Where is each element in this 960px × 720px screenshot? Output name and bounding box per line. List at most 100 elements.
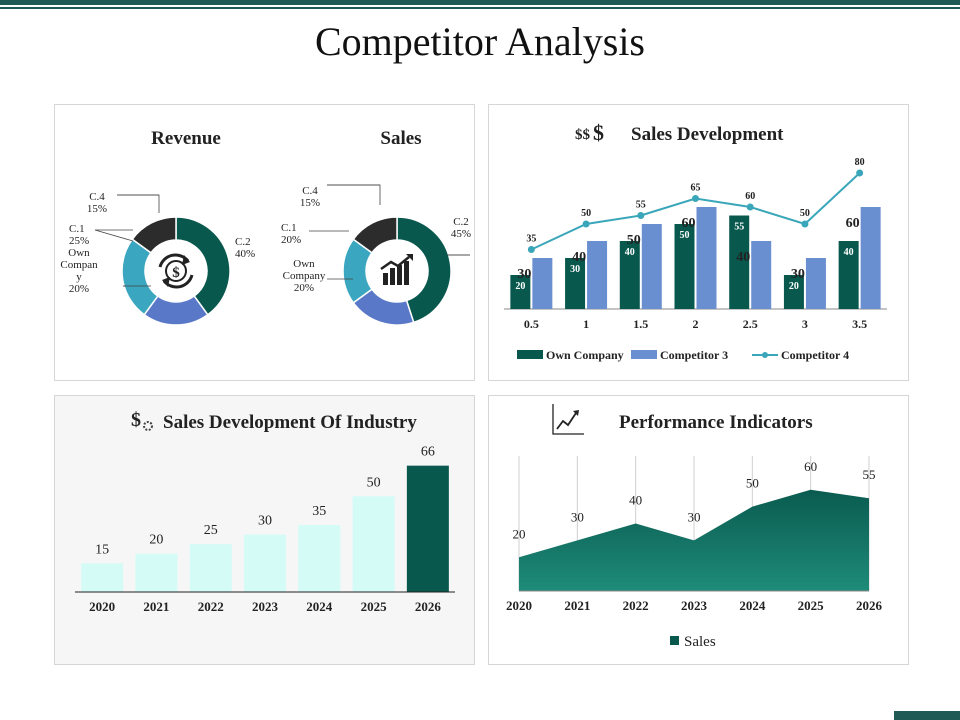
bar-2025 (352, 496, 395, 592)
bar-own-company (783, 275, 804, 309)
slice-label: C.4 15% (87, 191, 107, 215)
data-label: 50 (627, 233, 641, 248)
svg-text:$: $ (593, 120, 604, 145)
page-title: Competitor Analysis (315, 19, 645, 64)
data-label: 50 (800, 208, 810, 219)
x-tick-label: 3.5 (852, 317, 867, 331)
legend-swatch (631, 350, 657, 359)
data-label: 30 (791, 267, 805, 282)
performance-chart: Performance Indicators202020302021402022… (506, 404, 883, 650)
leader-line (117, 194, 160, 213)
slice-label: C.1 20% (281, 222, 301, 246)
donut-revenue: Revenue C.2 40% Own Compan y 20%C.1 25% C.4 15% (60, 128, 255, 326)
data-label: 20 (149, 533, 163, 548)
data-label: 65 (691, 183, 701, 194)
dollar-refresh-icon: $ (158, 253, 194, 289)
data-label: 20 (513, 526, 526, 541)
data-label: 55 (734, 222, 744, 233)
data-label: 50 (680, 230, 690, 241)
point-competitor-4 (582, 220, 590, 228)
data-label: 55 (863, 467, 876, 482)
donut-sales: Sales C.2 45% Own Company 20% C.1 20% C.4 15% (281, 128, 471, 326)
chart-title: Sales Development Of Industry (163, 412, 417, 433)
slice-c-2 (175, 216, 231, 316)
data-label: 35 (526, 234, 536, 245)
x-tick-label: 2023 (681, 598, 708, 613)
point-competitor-4 (801, 220, 809, 228)
data-label: 50 (746, 476, 759, 491)
x-tick-label: 2025 (798, 598, 825, 613)
x-tick-label: 1 (583, 317, 589, 331)
point-competitor-4 (856, 169, 864, 177)
chart-title: Performance Indicators (619, 412, 813, 433)
trend-line-icon (552, 404, 584, 435)
x-tick-label: 2021 (564, 598, 590, 613)
point-competitor-4 (692, 195, 699, 202)
data-label: 20 (515, 281, 525, 292)
slice-c-2 (396, 216, 452, 324)
data-label: 60 (745, 191, 755, 202)
chart-title: Sales Development (631, 124, 784, 145)
data-label: 20 (789, 281, 799, 292)
sales-development-panel: $$ $ Sales Development 20 30 0.5 30 40 1 40 50 1.5 5… (488, 104, 909, 381)
x-tick-label: 2 (693, 317, 699, 331)
legend-label: Sales (684, 634, 716, 650)
bar-2023 (244, 534, 286, 592)
bar-own-company (674, 224, 695, 309)
donut-hole (146, 241, 206, 301)
bar-competitor-3 (641, 224, 662, 309)
legend-label: Competitor 3 (660, 348, 728, 362)
data-label: 40 (844, 247, 854, 258)
area-sales (519, 489, 869, 591)
x-tick-label: 2025 (361, 599, 388, 614)
data-label: 30 (571, 509, 584, 524)
x-tick-label: 2024 (739, 598, 766, 613)
x-tick-label: 2.5 (743, 317, 758, 331)
performance-panel: Performance Indicators 20 2020 30 2021 40 2022… (488, 395, 909, 665)
point-competitor-4 (527, 246, 535, 253)
bar-2026 (406, 465, 449, 592)
bottom-accent-tab (894, 711, 960, 720)
slice-c-4 (131, 216, 177, 254)
chart-legend: Own Company Competitor 3 Competitor 4 (517, 348, 849, 362)
sales-development-chart: $$ $ Sales Development20300.53040140501.55… (504, 120, 887, 362)
bar-competitor-3 (805, 258, 826, 309)
data-label: 25 (204, 523, 218, 538)
data-label: 50 (581, 208, 591, 219)
bar-2021 (135, 553, 178, 592)
donut-title: Sales (380, 128, 421, 149)
svg-text:$: $ (172, 265, 180, 281)
data-label: 60 (682, 216, 696, 231)
bar-competitor-3 (532, 258, 553, 309)
data-label: 30 (258, 514, 272, 529)
data-label: 15 (95, 542, 109, 557)
revenue-sales-panel: Revenue C.2 40% Own Compan y 20% C.1 25% C.4 15% Sa… (54, 104, 475, 381)
data-label: 40 (572, 250, 586, 265)
bar-own-company (565, 258, 586, 309)
x-tick-label: 1.5 (633, 317, 648, 331)
x-tick-label: 2020 (506, 598, 532, 613)
data-label: 30 (517, 267, 531, 282)
bar-own-company (619, 241, 640, 309)
data-label: 30 (570, 264, 580, 275)
x-tick-label: 3 (802, 317, 808, 331)
legend-swatch (670, 636, 679, 645)
data-label: 40 (736, 250, 750, 265)
x-tick-label: 2026 (856, 598, 883, 613)
leader-line (327, 184, 381, 205)
bar-competitor-3 (587, 241, 608, 309)
point-competitor-4 (746, 203, 754, 211)
x-tick-label: 2023 (252, 599, 279, 614)
legend-swatch (517, 350, 543, 359)
bar-own-company (729, 215, 750, 309)
data-label: 60 (846, 216, 860, 231)
slice-c-4 (352, 216, 398, 254)
data-label: 55 (636, 200, 646, 211)
industry-panel: $ Sales Development Of Industry 15 2020 20 20… (54, 395, 475, 665)
bar-2024 (298, 525, 341, 592)
legend-label: Own Company (546, 348, 624, 362)
bar-own-company (838, 241, 859, 309)
